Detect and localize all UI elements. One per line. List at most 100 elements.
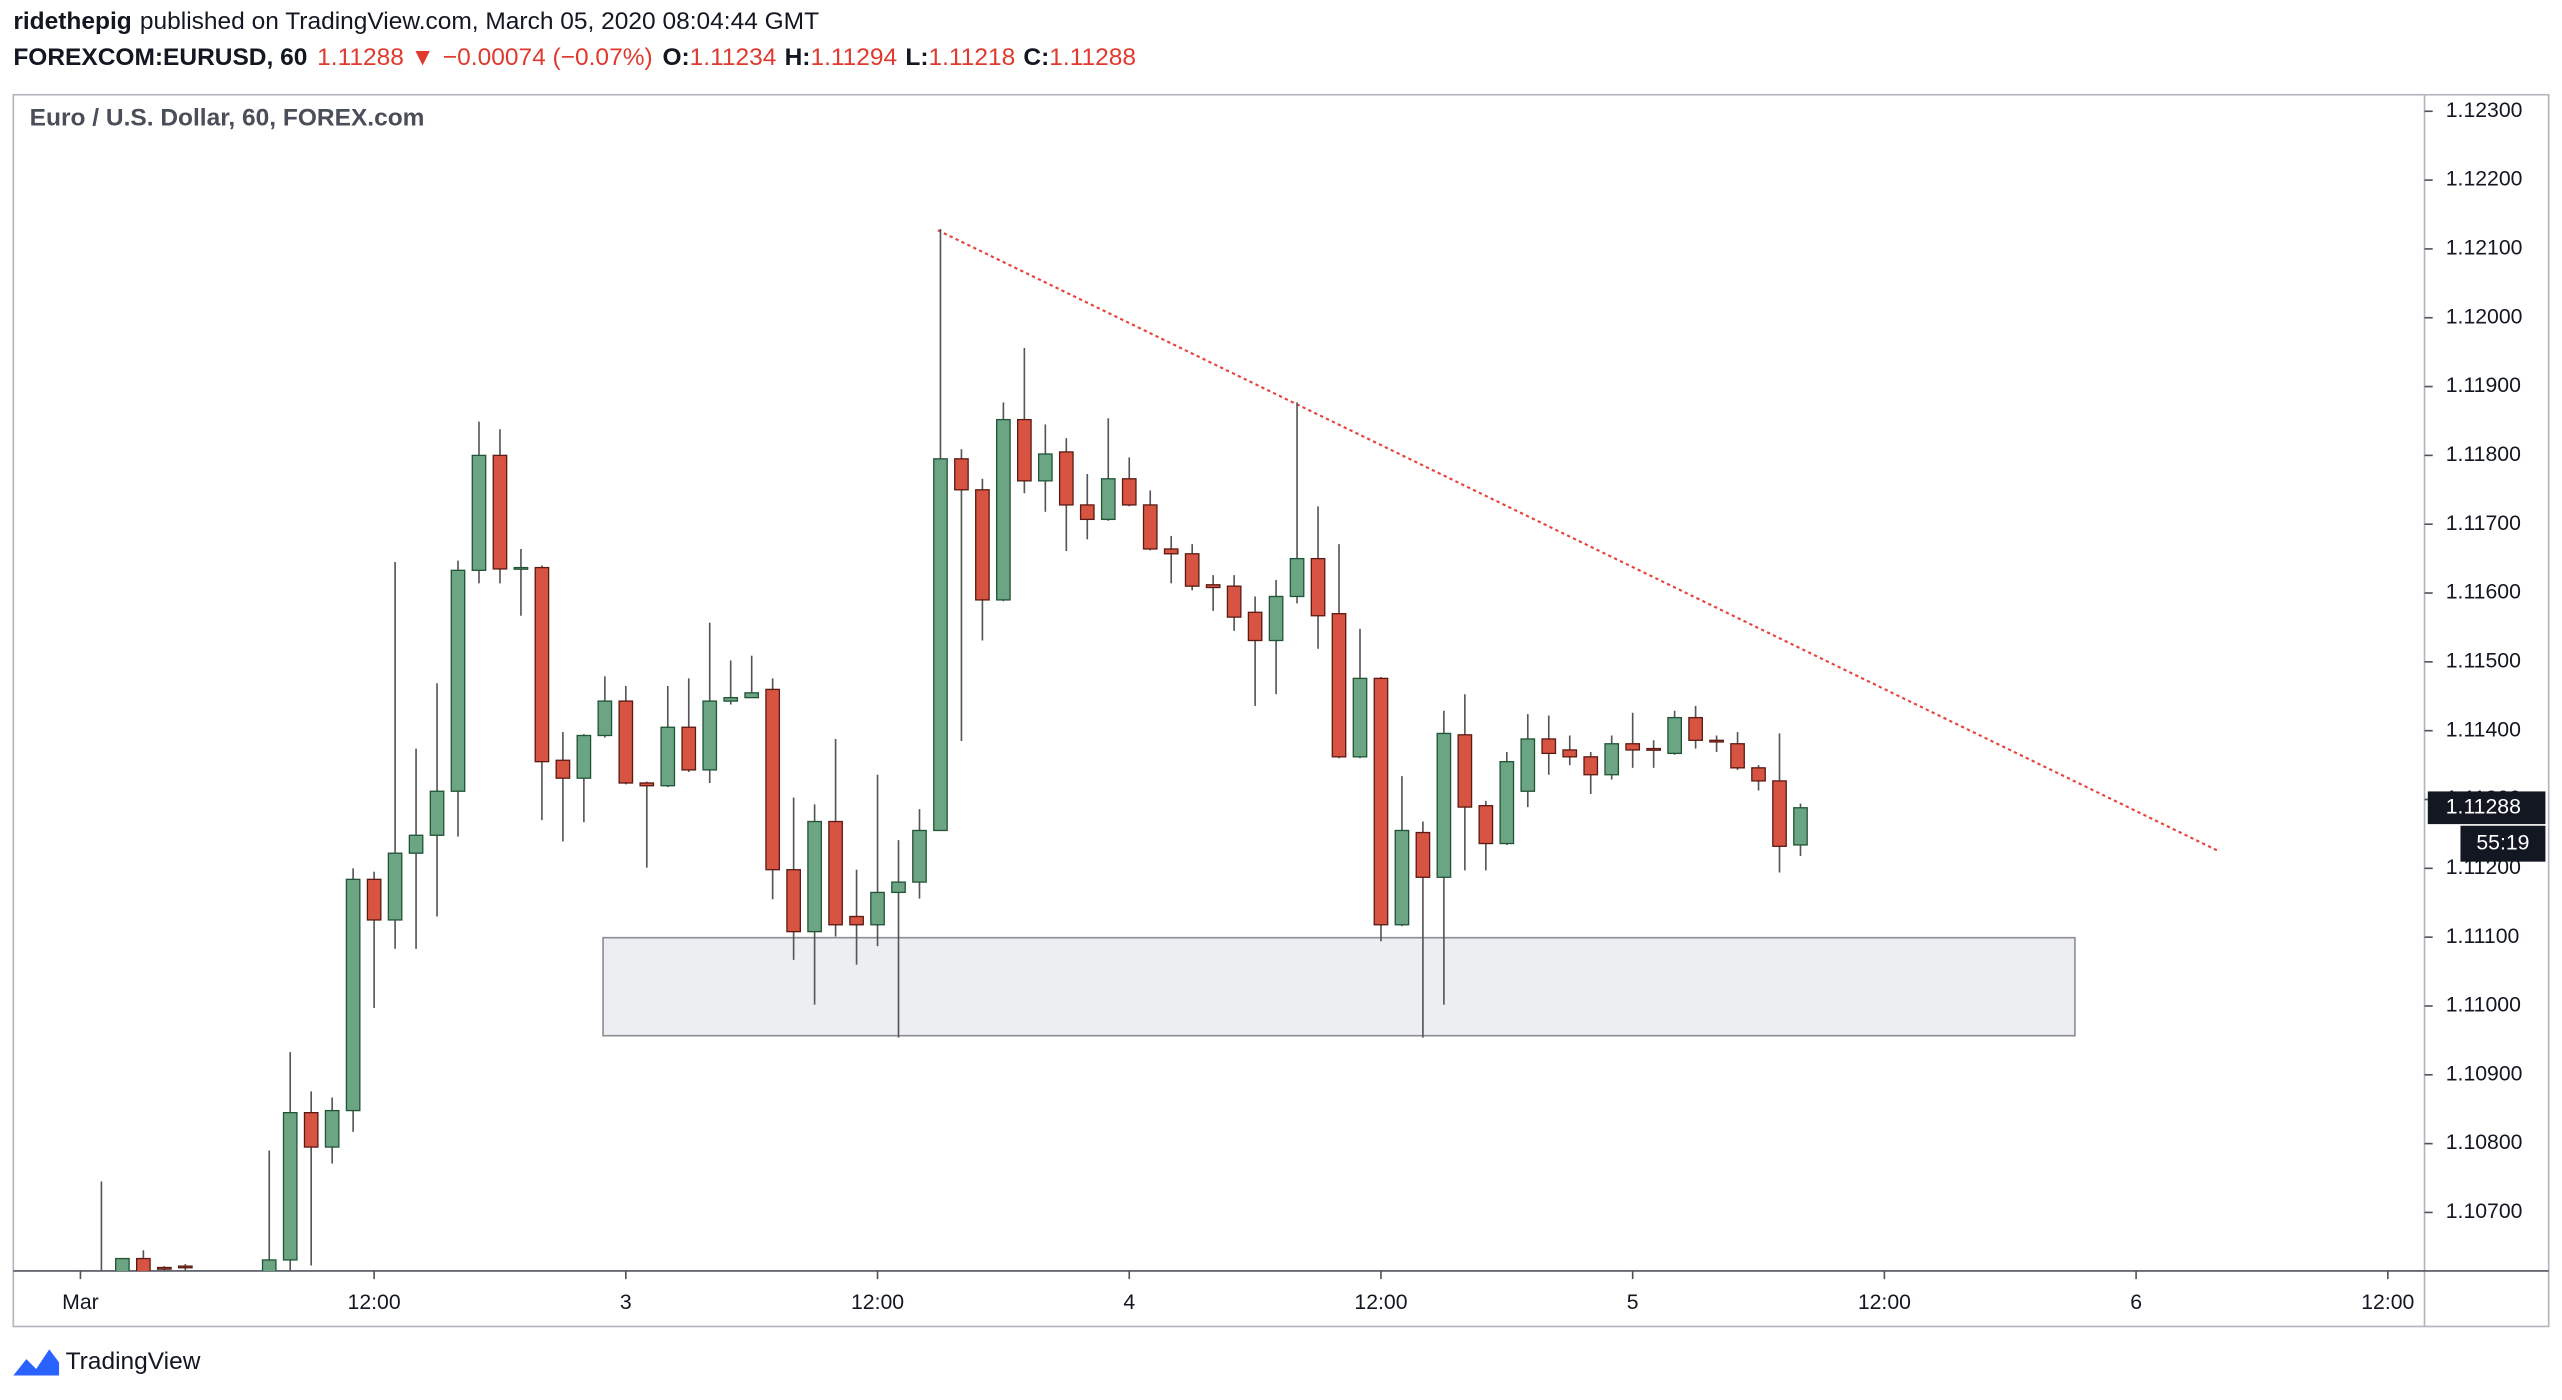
y-tick-label: 1.12000 [2446,305,2523,328]
candle-body [1541,738,1557,755]
candle-body [954,458,969,491]
candle-body [723,696,739,702]
y-tick-label: 1.12200 [2446,168,2523,191]
candle-body [1457,734,1473,808]
candle-body [1037,453,1053,482]
y-tick-label: 1.12300 [2446,99,2523,122]
y-tick-label: 1.11700 [2446,512,2521,535]
ohlc-value: 1.11288 [1049,44,1136,71]
y-tick-label: 1.11800 [2446,443,2521,466]
candle-body [870,891,885,926]
candle-body [1310,557,1326,617]
candle-body [534,566,550,763]
candle-body [303,1111,319,1148]
candle-body [1478,805,1494,845]
ohlc-label: L: [905,44,928,71]
candle-body [1079,504,1095,521]
candle-body [681,726,697,771]
candle-body [1142,504,1158,550]
x-tick-label: Mar [62,1291,99,1314]
candle-body [1184,553,1200,587]
candle-body [261,1259,277,1271]
ohlc-label: O: [662,44,689,71]
x-tick-label: 12:00 [2361,1291,2414,1314]
y-tick-label: 1.11100 [2446,925,2520,948]
candle-body [1205,584,1221,589]
candle-body [1709,739,1724,743]
x-tick-label: 4 [1123,1291,1135,1314]
ohlc-value: 1.11294 [810,44,897,71]
candle-body [345,878,361,1112]
arrow: ▼ [410,44,434,71]
candle-body [156,1266,172,1270]
candle-body [1562,749,1578,758]
candle-body [1226,585,1242,618]
x-tick-label: 5 [1627,1291,1639,1314]
candle-body [576,734,592,779]
candle-body [1436,732,1452,878]
x-tick-label: 6 [2130,1291,2142,1314]
chart-title: Euro / U.S. Dollar, 60, FOREX.com [30,105,425,132]
candle-body [1058,451,1074,506]
candle-body [115,1257,130,1271]
candle-body [1625,743,1641,751]
candle-body [975,489,990,601]
candle-body [702,700,718,771]
candle-body [555,759,571,779]
y-tick-label: 1.11200 [2446,856,2521,879]
symbol: FOREXCOM:EURUSD, 60 [13,44,307,71]
author: ridethepig [13,8,131,35]
publish-line: ridethepig published on TradingView.com, … [13,8,819,35]
quote-line: FOREXCOM:EURUSD, 60 1.11288 ▼ −0.00074 (−0.… [13,44,1136,71]
candle-body [912,829,927,883]
trend-line [937,229,2220,853]
y-tick-label: 1.11600 [2446,581,2521,604]
plot-area [100,228,2220,1271]
candle-body [660,726,676,787]
candle-body [387,852,403,921]
x-tick-label: 12:00 [1354,1291,1407,1314]
candle-body [471,454,487,571]
candle-body [1331,613,1347,758]
candle-body [1772,780,1787,847]
candle-body [1394,829,1410,926]
candle-body [1499,760,1515,845]
y-tick-label: 1.10900 [2446,1062,2523,1085]
y-tick-label: 1.11400 [2446,718,2521,741]
candle-body [429,790,445,836]
support-zone [602,936,2076,1037]
candle-body [1583,756,1599,776]
y-tick-label: 1.10700 [2446,1200,2523,1223]
countdown: 55:19 [2476,831,2529,854]
x-tick-label: 12:00 [1858,1291,1911,1314]
candle-body [450,569,466,792]
y-tick-label: 1.10800 [2446,1131,2523,1154]
candle-body [1247,611,1263,642]
candle-body [136,1257,151,1271]
ohlc-label: C: [1023,44,1049,71]
last-price-box [2427,791,2546,825]
candle-body [891,881,906,894]
ohlc-value: 1.11218 [928,44,1015,71]
candle-body [1415,831,1431,878]
candle-body [1289,557,1305,598]
candle-body [1268,595,1284,642]
candle-body [1667,716,1682,755]
candle-body [1730,743,1745,769]
chart-frame [12,93,2550,1328]
ohlc-label: H: [785,44,811,71]
candle-body [1646,747,1662,751]
candle-body [1793,807,1808,846]
candle-body [366,878,382,921]
candle-body [1163,548,1179,555]
candle-body [1520,738,1536,792]
change: −0.00074 (−0.07%) [443,44,653,71]
x-tick-label: 12:00 [851,1291,904,1314]
candle-body [828,820,843,926]
candle-body [1100,478,1116,521]
published: published on TradingView.com, March 05, … [140,8,819,35]
x-tick-label: 3 [620,1291,632,1314]
x-tick-label: 12:00 [348,1291,401,1314]
